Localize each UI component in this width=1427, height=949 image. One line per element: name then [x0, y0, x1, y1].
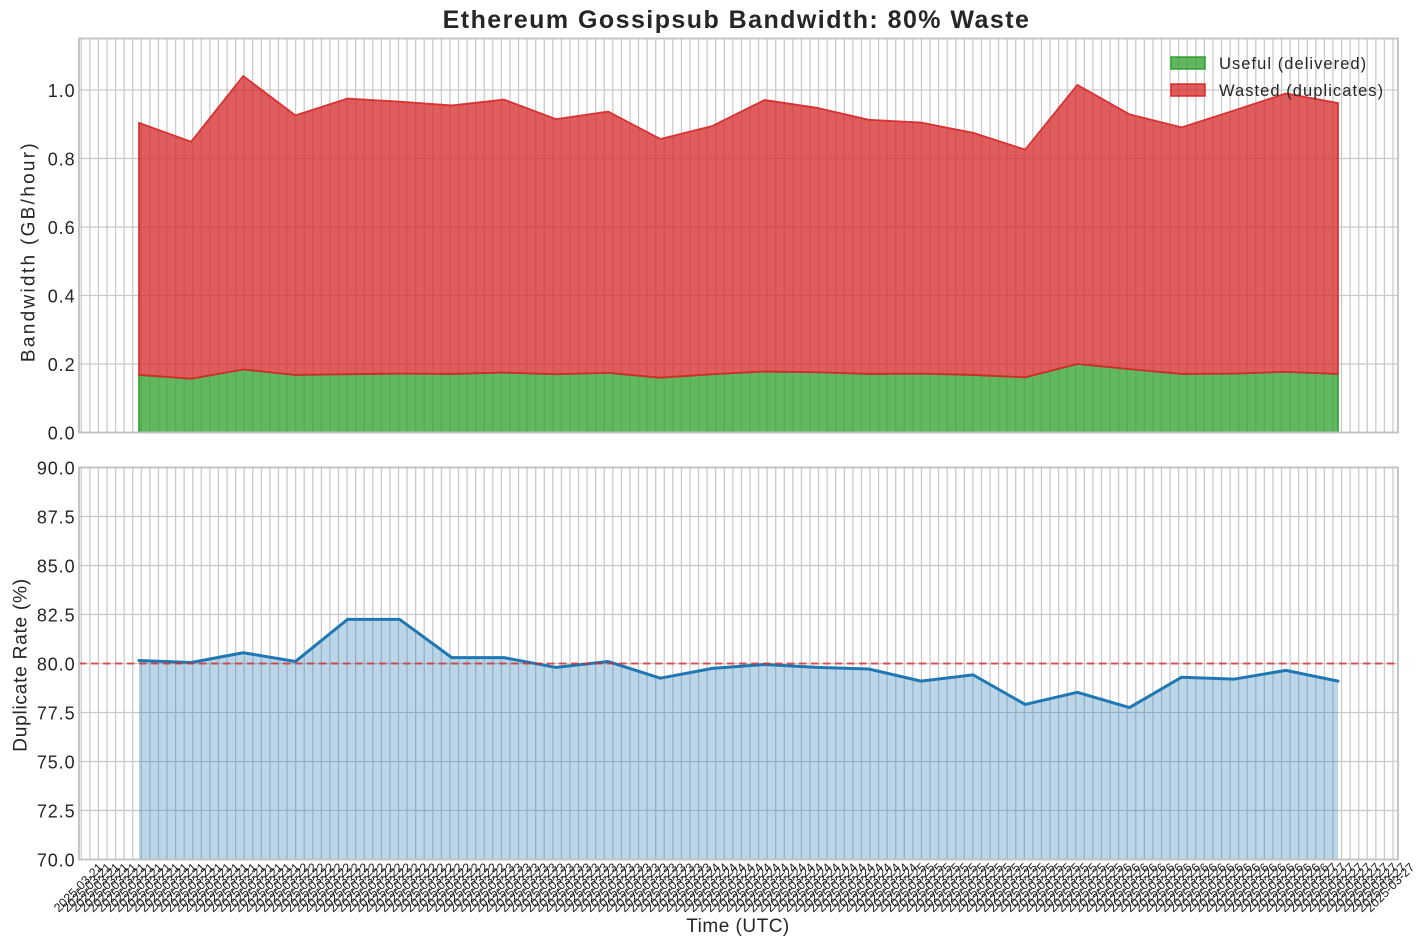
svg-text:0.8: 0.8 [48, 149, 76, 169]
svg-text:82.5: 82.5 [37, 605, 76, 625]
svg-text:90.0: 90.0 [37, 458, 76, 478]
svg-text:80.0: 80.0 [37, 654, 76, 674]
svg-text:0.2: 0.2 [48, 355, 76, 375]
svg-text:Useful (delivered): Useful (delivered) [1219, 55, 1367, 73]
svg-text:Bandwidth (GB/hour): Bandwidth (GB/hour) [19, 141, 40, 362]
svg-text:Duplicate Rate (%): Duplicate Rate (%) [10, 578, 31, 752]
svg-text:1.0: 1.0 [48, 81, 76, 101]
svg-text:85.0: 85.0 [37, 556, 76, 576]
svg-text:87.5: 87.5 [37, 507, 76, 527]
svg-text:Ethereum Gossipsub Bandwidth:: Ethereum Gossipsub Bandwidth: 80% Waste [443, 6, 1031, 34]
svg-text:Time (UTC): Time (UTC) [686, 916, 790, 937]
svg-text:0.0: 0.0 [48, 423, 76, 443]
svg-text:75.0: 75.0 [37, 752, 76, 772]
svg-text:72.5: 72.5 [37, 801, 76, 821]
svg-text:0.6: 0.6 [48, 218, 76, 238]
svg-text:Wasted (duplicates): Wasted (duplicates) [1219, 82, 1384, 100]
svg-text:0.4: 0.4 [48, 286, 76, 306]
svg-text:70.0: 70.0 [37, 850, 76, 870]
svg-text:77.5: 77.5 [37, 703, 76, 723]
